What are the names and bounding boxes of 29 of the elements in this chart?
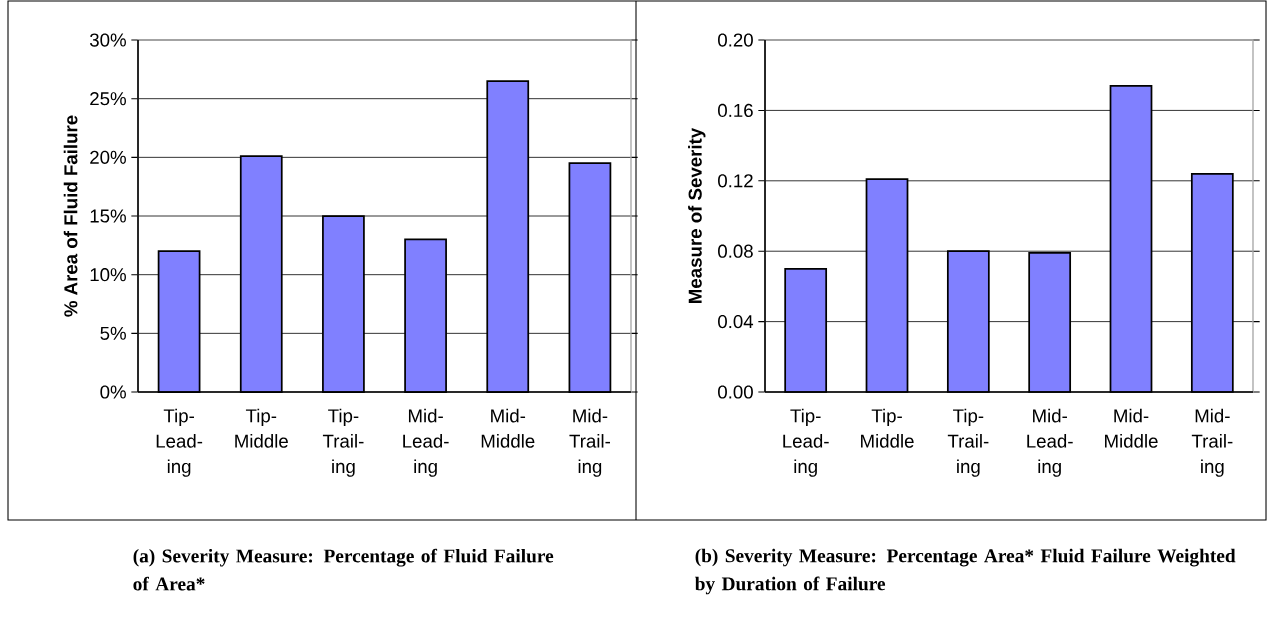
- y-tick-label: 0.00: [718, 385, 753, 399]
- x-tick-label: Tip-Trail-ing: [322, 408, 364, 477]
- y-tick-label: 0.08: [718, 244, 753, 258]
- y-tick-label: 15%: [90, 209, 126, 223]
- x-tick-label: Mid-Middle: [481, 408, 535, 448]
- y-tick-label: 0.04: [718, 314, 754, 329]
- y-axis-title: % Area of Fluid Failure: [63, 115, 78, 317]
- x-tick-label: Tip-Middle: [235, 408, 288, 448]
- x-tick-label: Tip-Lead-ing: [156, 408, 203, 477]
- x-tick-label: Mid-Middle: [1105, 408, 1158, 448]
- y-tick-label: 5%: [100, 326, 126, 340]
- x-tick-label: Tip-Middle: [861, 408, 914, 448]
- y-tick-label: 10%: [90, 268, 126, 282]
- y-tick-label: 0%: [100, 385, 126, 399]
- text: (b) Severity Measure: Percentage Area* Fluid Failure Weighted by Duration of Failure: [694, 548, 1236, 595]
- y-tick-label: 30%: [89, 33, 126, 47]
- x-tick-label: Mid-Lead-ing: [1027, 408, 1073, 477]
- y-tick-label: 20%: [90, 150, 126, 164]
- x-tick-label: Mid-Trail-ing: [1191, 408, 1233, 477]
- y-tick-label: 0.16: [718, 103, 753, 118]
- text: (a) Severity Measure: Percentage of Fluid Failure of Area*: [133, 548, 554, 591]
- y-tick-label: 0.20: [718, 33, 753, 47]
- y-tick-label: 25%: [90, 92, 126, 106]
- y-tick-label: 0.12: [718, 174, 753, 188]
- x-tick-label: Mid-Trail-ing: [569, 408, 610, 477]
- x-tick-label: Tip-Lead-ing: [783, 408, 829, 477]
- x-tick-label: Tip-Trail-ing: [947, 408, 989, 477]
- y-axis-title: Measure of Severity: [688, 127, 706, 303]
- x-tick-label: Mid-Lead-ing: [403, 408, 449, 477]
